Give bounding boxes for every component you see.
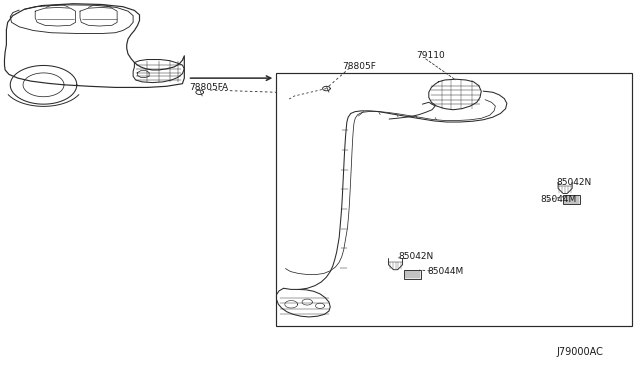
Text: 85042N: 85042N	[557, 178, 592, 187]
Text: J79000AC: J79000AC	[557, 347, 604, 356]
Text: 78805F: 78805F	[342, 62, 376, 71]
Bar	[404, 270, 421, 279]
Text: 85044M: 85044M	[428, 267, 464, 276]
Text: 85044M: 85044M	[541, 195, 577, 203]
Text: 78805FA: 78805FA	[189, 83, 228, 92]
Text: 79110: 79110	[416, 51, 445, 60]
Text: 85042N: 85042N	[398, 252, 433, 261]
Bar	[563, 195, 580, 204]
Bar	[276, 73, 632, 326]
